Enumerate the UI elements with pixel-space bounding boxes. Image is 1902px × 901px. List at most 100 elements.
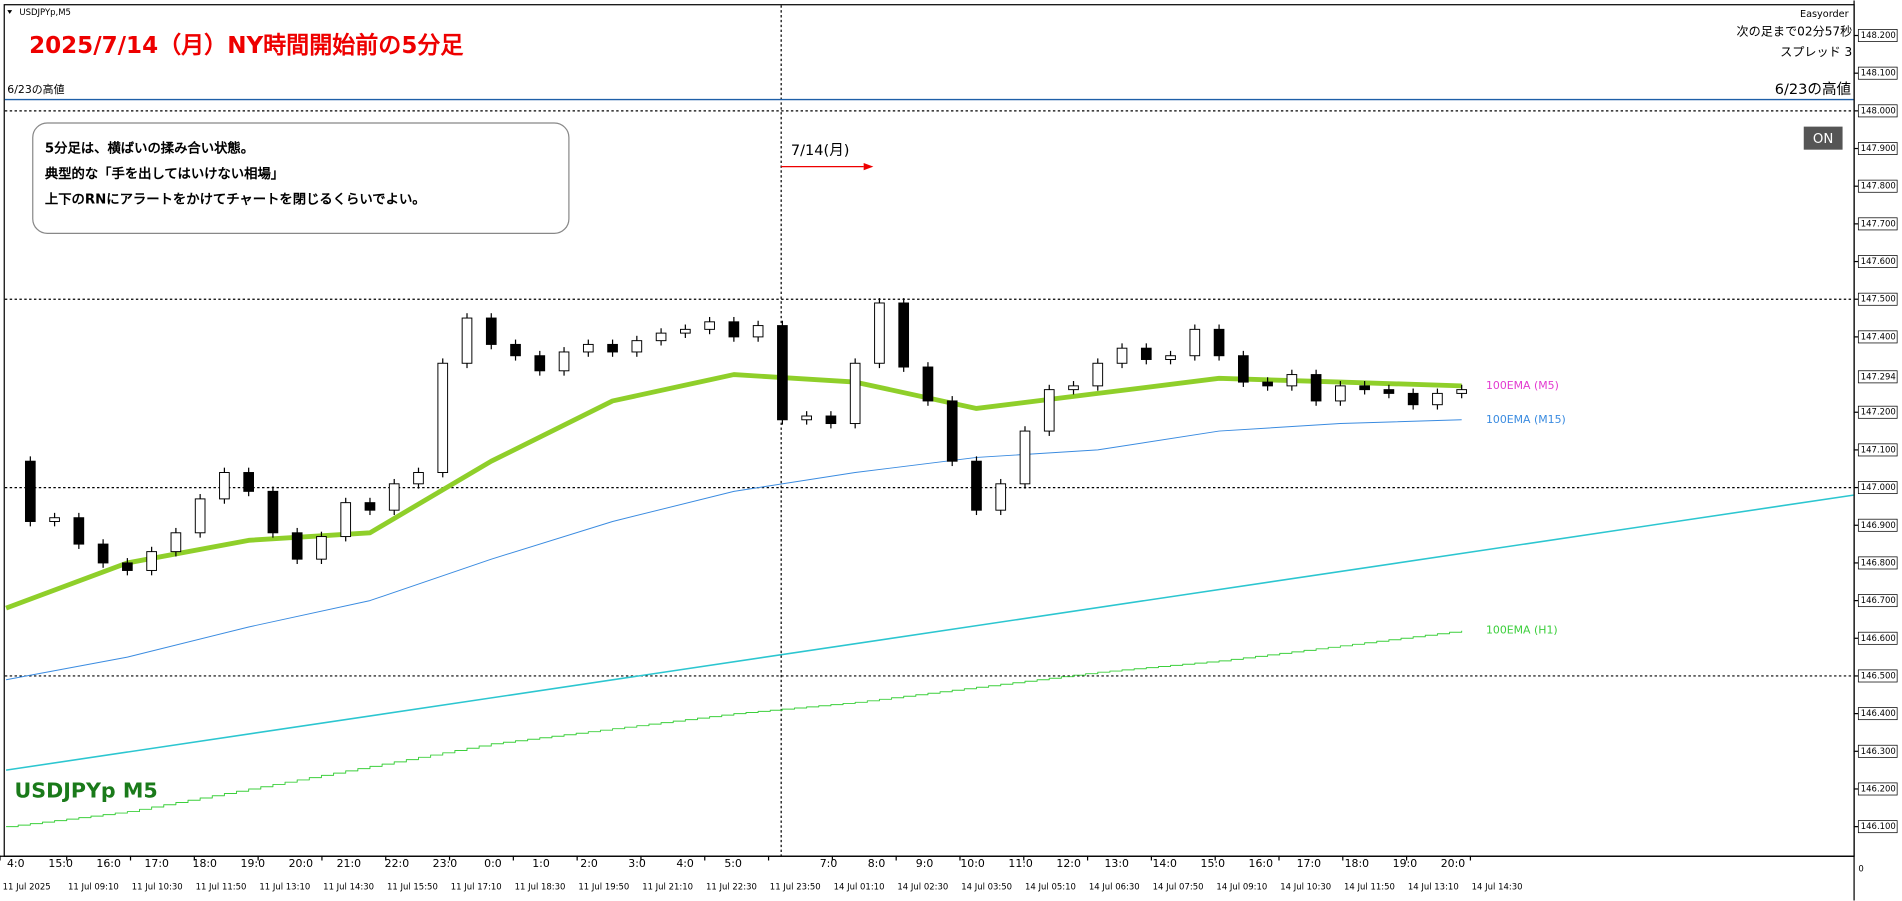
- hour-label: 7:0: [820, 857, 838, 870]
- date-label: 11 Jul 09:10: [68, 883, 119, 893]
- candle: [437, 362, 449, 473]
- price-label-box: [1857, 104, 1898, 118]
- price-label: 146.600: [1861, 634, 1896, 644]
- price-label: 146.500: [1861, 671, 1896, 681]
- price-label: 147.700: [1861, 219, 1896, 229]
- hour-label: 17:0: [1297, 857, 1322, 870]
- hour-label: 20:0: [1441, 857, 1466, 870]
- spread: スプレッド 3: [1780, 45, 1852, 59]
- hour-label: 21:0: [337, 857, 362, 870]
- candle: [728, 321, 740, 338]
- hour-label: 15:0: [1201, 857, 1226, 870]
- price-label-box: [1857, 782, 1898, 796]
- price-label-box: [1857, 556, 1898, 570]
- hour-label: 19:0: [241, 857, 266, 870]
- hour-label: 2:0: [580, 857, 598, 870]
- date-arrow-head: [863, 163, 874, 171]
- on-button-label[interactable]: ON: [1813, 132, 1833, 147]
- hour-label: 3:0: [628, 857, 646, 870]
- symbol: USDJPYp,M5: [19, 8, 71, 18]
- hour-label: 20:0: [289, 857, 314, 870]
- price-label: 148.000: [1861, 106, 1896, 116]
- date-label: 14 Jul 02:30: [897, 883, 948, 893]
- candle: [485, 317, 497, 345]
- candle: [24, 460, 36, 522]
- price-label-box: [1857, 707, 1898, 721]
- hour-label: 14:0: [1152, 857, 1177, 870]
- candle: [680, 328, 691, 334]
- candle: [170, 532, 182, 553]
- price-label-box: [1857, 744, 1898, 758]
- candle: [631, 340, 643, 353]
- ema-m5-label: 100EMA (M5): [1486, 379, 1559, 392]
- candle: [971, 460, 982, 511]
- price-label: 147.000: [1861, 483, 1896, 493]
- candle: [582, 343, 594, 353]
- candle: [316, 536, 327, 560]
- watermark: USDJPYp M5: [15, 778, 158, 802]
- candle: [849, 362, 861, 425]
- candle: [388, 483, 400, 511]
- date-label: 11 Jul 15:50: [387, 883, 438, 893]
- date-label: 11 Jul 22:30: [706, 883, 757, 893]
- price-label-box: [1857, 179, 1898, 193]
- on-button[interactable]: [1803, 126, 1843, 150]
- candle: [922, 366, 934, 402]
- candle: [1140, 347, 1152, 360]
- price-label-box: [1857, 669, 1898, 683]
- candle: [1092, 362, 1104, 387]
- hour-label: 13:0: [1104, 857, 1129, 870]
- candle: [607, 343, 618, 353]
- candle: [1359, 385, 1370, 391]
- hour-label: 16:0: [96, 857, 121, 870]
- date-label: 14 Jul 13:10: [1408, 883, 1459, 893]
- candle: [340, 502, 352, 538]
- candle: [1043, 389, 1055, 432]
- date-label: 11 Jul 19:50: [578, 883, 629, 893]
- price-label: 147.600: [1861, 257, 1896, 267]
- price-label: 146.100: [1861, 822, 1896, 832]
- note-line: 上下のRNにアラートをかけてチャートを閉じるくらいでよい。: [45, 191, 426, 207]
- hour-label: 12:0: [1056, 857, 1081, 870]
- price-label: 146.700: [1861, 596, 1896, 606]
- price-label-box: [1857, 481, 1898, 495]
- candle: [1237, 355, 1249, 383]
- candle: [97, 543, 109, 564]
- hour-label: 16:0: [1249, 857, 1274, 870]
- hour-label: 0:0: [484, 857, 502, 870]
- price-label: 147.500: [1861, 295, 1896, 305]
- date-label: 11 Jul 10:30: [132, 883, 183, 893]
- candle: [267, 490, 279, 534]
- candle: [122, 562, 133, 571]
- candle: [752, 325, 764, 338]
- date-label: 14 Jul 10:30: [1280, 883, 1331, 893]
- hour-label: 1:0: [532, 857, 550, 870]
- price-label-box: [1857, 594, 1898, 608]
- price-label-box: [1857, 217, 1898, 231]
- hour-label: 4:0: [7, 857, 25, 870]
- hour-label: 4:0: [676, 857, 694, 870]
- hour-label: 8:0: [868, 857, 886, 870]
- hour-label: 18:0: [1345, 857, 1370, 870]
- candle: [73, 517, 85, 545]
- title: 2025/7/14（月）NY時間開始前の5分足: [29, 32, 463, 59]
- candle: [49, 517, 60, 522]
- price-label: 146.200: [1861, 784, 1896, 794]
- high-label: 6/23の高値: [1775, 81, 1851, 98]
- hour-label: 9:0: [916, 857, 934, 870]
- price-label-box: [1857, 405, 1898, 419]
- candle: [558, 351, 570, 372]
- price-label-box: [1857, 518, 1898, 532]
- high-label: 6/23の高値: [7, 82, 64, 96]
- date-label: 11 Jul 17:10: [451, 883, 502, 893]
- price-label: 147.800: [1861, 182, 1896, 192]
- hour-label: 15:0: [48, 857, 73, 870]
- current-price: 147.294: [1861, 372, 1896, 382]
- countdown: 次の足まで02分57秒: [1737, 25, 1853, 39]
- hour-label: 5:0: [724, 857, 742, 870]
- ema-m15-label: 100EMA (M15): [1486, 413, 1566, 426]
- candle: [1068, 385, 1079, 391]
- candle: [1262, 381, 1273, 387]
